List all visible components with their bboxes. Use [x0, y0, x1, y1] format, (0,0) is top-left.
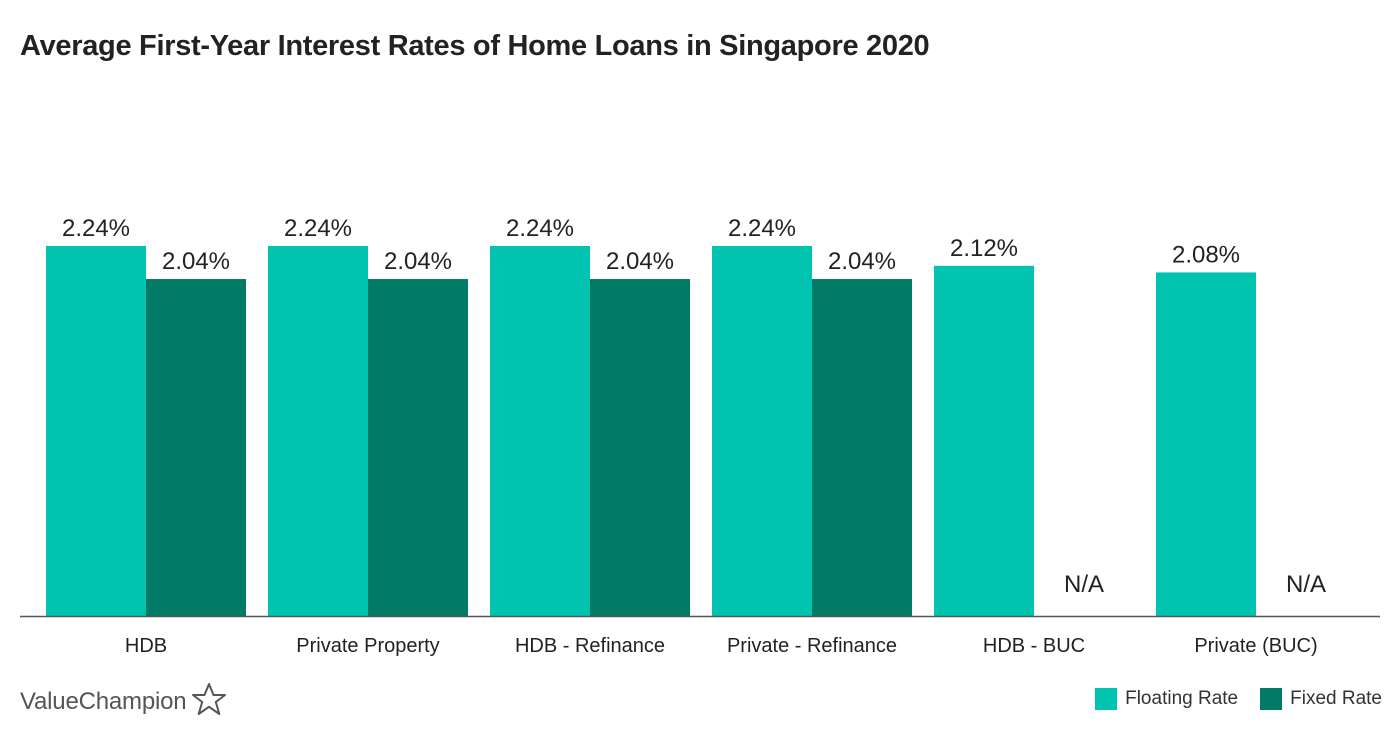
bar-fixed-2: [590, 279, 690, 616]
legend-label-floating: Floating Rate: [1125, 688, 1239, 709]
data-label: 2.24%: [506, 215, 574, 242]
data-label: 2.24%: [728, 215, 796, 242]
bar-floating-0: [46, 246, 146, 616]
legend-item-floating: Floating Rate: [1095, 688, 1238, 710]
data-label: 2.08%: [1172, 241, 1240, 268]
data-label: 2.24%: [62, 215, 130, 242]
bar-floating-5: [1156, 272, 1256, 616]
x-tick-label: HDB - BUC: [983, 635, 1085, 657]
x-tick-label: HDB: [125, 635, 167, 657]
data-label: 2.04%: [384, 248, 452, 275]
brand-logo: ValueChampion: [20, 682, 228, 721]
data-label: 2.04%: [828, 248, 896, 275]
data-label: 2.04%: [606, 248, 674, 275]
bar-floating-2: [490, 246, 590, 616]
x-tick-label: Private - Refinance: [727, 635, 897, 657]
data-label: 2.04%: [162, 248, 230, 275]
bar-floating-3: [712, 246, 812, 616]
legend-label-fixed: Fixed Rate: [1290, 688, 1382, 709]
data-label-na: N/A: [1064, 571, 1104, 598]
chart-title: Average First-Year Interest Rates of Hom…: [20, 30, 930, 62]
data-label: 2.12%: [950, 235, 1018, 262]
bar-floating-1: [268, 246, 368, 616]
data-label-na: N/A: [1286, 571, 1326, 598]
x-tick-label: HDB - Refinance: [515, 635, 665, 657]
legend-item-fixed: Fixed Rate: [1260, 688, 1382, 710]
brand-name: ValueChampion: [20, 687, 187, 715]
x-tick-label: Private (BUC): [1194, 635, 1317, 657]
star-outline-icon: [190, 682, 228, 721]
x-tick-label: Private Property: [296, 635, 439, 657]
legend-swatch-floating: [1095, 688, 1118, 710]
legend-swatch-fixed: [1260, 688, 1283, 710]
bar-fixed-3: [812, 279, 912, 616]
bar-floating-4: [934, 265, 1034, 616]
bar-fixed-0: [146, 279, 246, 616]
data-label: 2.24%: [284, 215, 352, 242]
bar-fixed-1: [368, 279, 468, 616]
legend: Floating Rate Fixed Rate: [1081, 688, 1382, 710]
